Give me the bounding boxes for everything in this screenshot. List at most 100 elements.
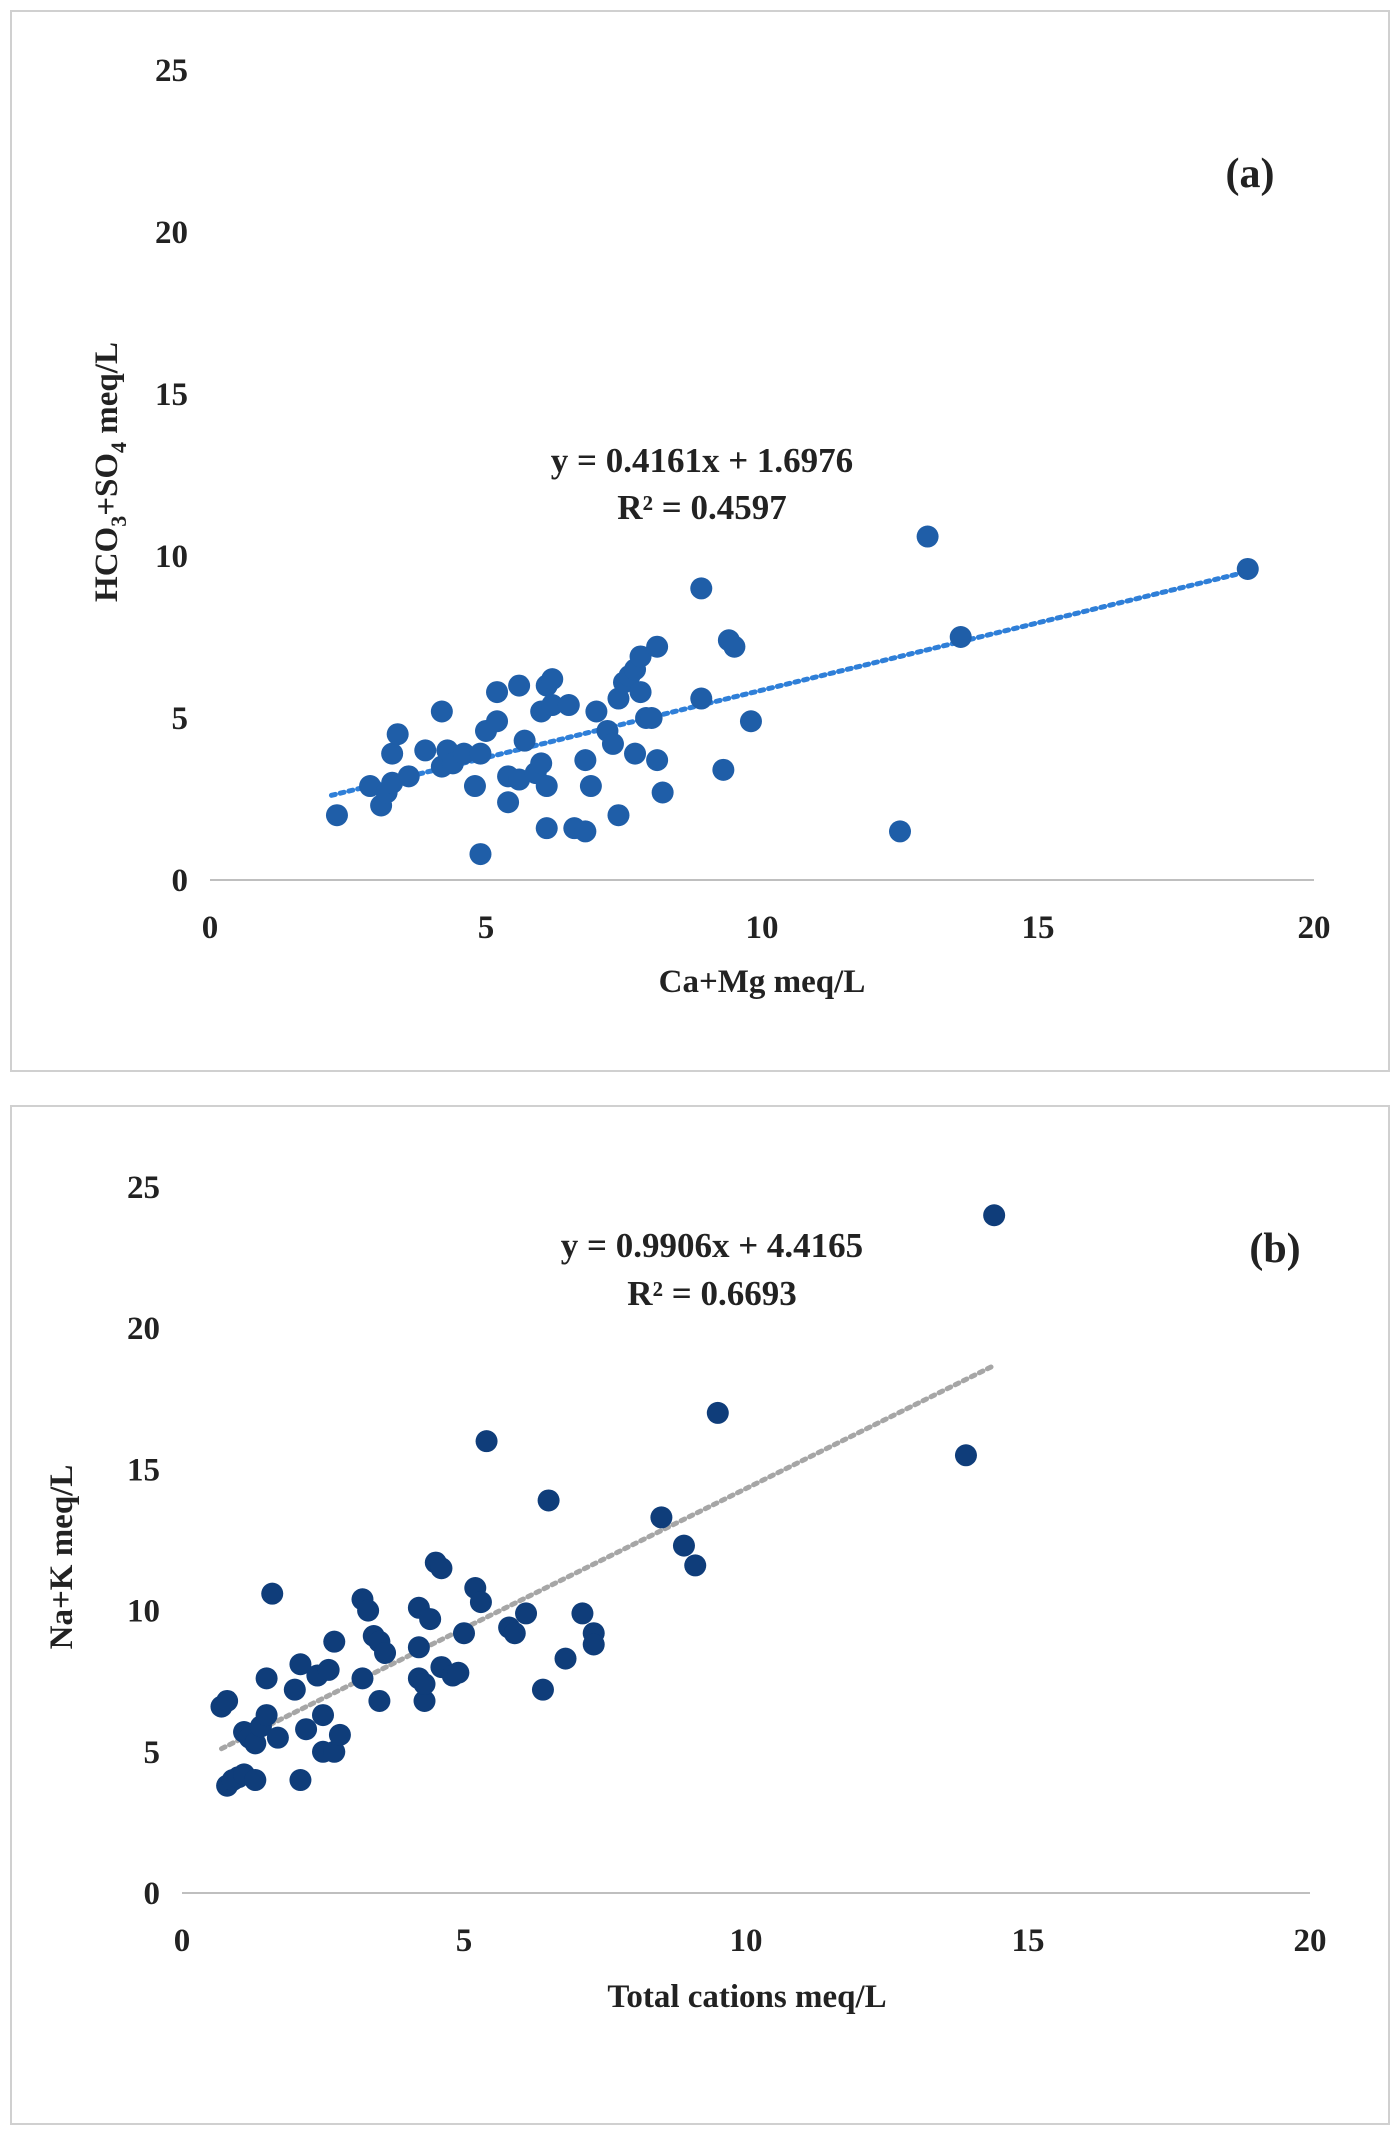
data-point-b [954, 1444, 977, 1467]
data-point-b [289, 1769, 312, 1792]
y-tick-label-b: 20 [127, 1311, 160, 1347]
data-point-b [447, 1661, 470, 1684]
x-tick-label-a: 10 [746, 910, 779, 946]
data-point-a [574, 749, 597, 772]
data-point-a [397, 765, 420, 788]
trend-equation-a: y = 0.4161x + 1.6976 [551, 441, 853, 480]
data-point-a [508, 674, 531, 697]
data-point-b [312, 1704, 334, 1727]
y-axis-title-a: HCO3+SO4 meq/L [89, 342, 131, 602]
data-point-a [916, 525, 939, 548]
data-point-b [413, 1689, 436, 1712]
y-tick-label-a: 5 [172, 701, 189, 737]
data-point-a [712, 758, 735, 781]
x-tick-label-b: 10 [730, 1923, 763, 1959]
data-point-b [357, 1599, 380, 1622]
data-point-a [359, 775, 382, 798]
data-point-a [949, 626, 972, 648]
data-point-a [486, 710, 509, 733]
data-point-a [486, 681, 509, 704]
data-point-a [452, 742, 475, 765]
data-point-b [368, 1689, 391, 1712]
data-point-b [255, 1667, 278, 1690]
data-point-a [1236, 557, 1259, 580]
data-point-b [283, 1678, 306, 1701]
y-tick-label-a: 15 [155, 377, 188, 413]
data-point-b [684, 1554, 707, 1577]
data-point-a [889, 820, 911, 843]
y-axis-title-b: Na+K meq/L [44, 1465, 80, 1650]
data-point-a [325, 804, 348, 827]
data-point-b [475, 1430, 498, 1453]
data-point-b [515, 1602, 538, 1625]
data-point-b [407, 1636, 430, 1659]
data-point-b [413, 1673, 436, 1696]
panel-label-b: (b) [1249, 1226, 1300, 1272]
data-point-a [585, 700, 608, 723]
data-point-a [381, 742, 404, 765]
panel-b: 0 5 10 15 20 25 0 5 10 15 20 Total cations meq/L … [10, 1105, 1390, 2125]
data-point-a [646, 635, 669, 658]
data-point-b [328, 1723, 351, 1746]
x-tick-label-b: 20 [1294, 1923, 1327, 1959]
data-point-a [430, 700, 453, 723]
data-point-a [690, 687, 713, 710]
data-point-b [295, 1718, 318, 1741]
data-point-b [650, 1506, 673, 1529]
data-point-b [244, 1769, 267, 1792]
data-point-a [646, 749, 669, 772]
data-point-b [289, 1653, 312, 1676]
data-point-a [557, 694, 580, 717]
data-point-b [323, 1740, 346, 1763]
x-tick-label-a: 5 [478, 910, 495, 946]
data-point-a [601, 732, 624, 755]
y-tick-label-a: 20 [155, 215, 188, 251]
y-tick-label-a: 10 [155, 539, 188, 575]
data-point-a [541, 668, 564, 691]
data-point-a [463, 775, 486, 798]
data-point-a [381, 771, 404, 794]
y-tick-label-b: 5 [144, 1735, 161, 1771]
data-point-b [453, 1622, 475, 1645]
x-tick-label-a: 0 [202, 910, 219, 946]
data-point-a [739, 710, 762, 733]
data-point-a [624, 742, 647, 765]
data-point-b [706, 1401, 729, 1424]
y-tick-label-b: 15 [127, 1452, 160, 1488]
data-point-b [255, 1704, 278, 1727]
data-point-b [216, 1689, 239, 1712]
data-point-a [574, 820, 597, 843]
data-point-b [672, 1534, 695, 1557]
data-point-b [323, 1630, 346, 1653]
data-point-b [266, 1726, 289, 1749]
y-tick-label-a: 25 [155, 53, 188, 89]
data-point-a [414, 739, 437, 762]
data-point-b [419, 1608, 442, 1631]
x-tick-label-b: 0 [174, 1923, 191, 1959]
panel-a: 0 5 10 15 20 25 0 5 10 15 20 Ca+Mg meq/L HCO3+SO4… [10, 10, 1390, 1072]
x-axis-title-b: Total cations meq/L [607, 1979, 886, 2015]
r-squared-a: R² = 0.4597 [617, 488, 786, 527]
data-point-a [579, 775, 602, 798]
x-axis-title-a: Ca+Mg meq/L [659, 964, 866, 1000]
data-point-a [629, 645, 652, 668]
data-point-a [651, 781, 674, 804]
data-point-a [535, 817, 558, 840]
data-point-b [261, 1582, 284, 1605]
data-point-b [554, 1647, 577, 1670]
data-point-b [317, 1658, 340, 1681]
x-tick-label-b: 5 [456, 1923, 473, 1959]
data-point-b [537, 1489, 560, 1512]
x-tick-label-a: 15 [1022, 910, 1055, 946]
data-point-b [244, 1732, 267, 1755]
data-point-a [640, 707, 663, 729]
data-point-a [629, 681, 652, 704]
data-point-a [508, 768, 531, 791]
data-point-a [386, 723, 409, 746]
data-point-b [430, 1557, 453, 1580]
x-tick-label-b: 15 [1012, 1923, 1045, 1959]
data-point-a [723, 635, 746, 658]
y-tick-label-b: 25 [127, 1170, 160, 1206]
chart-a-svg: 0 5 10 15 20 25 0 5 10 15 20 Ca+Mg meq/L HCO3+SO4… [89, 53, 1331, 1000]
